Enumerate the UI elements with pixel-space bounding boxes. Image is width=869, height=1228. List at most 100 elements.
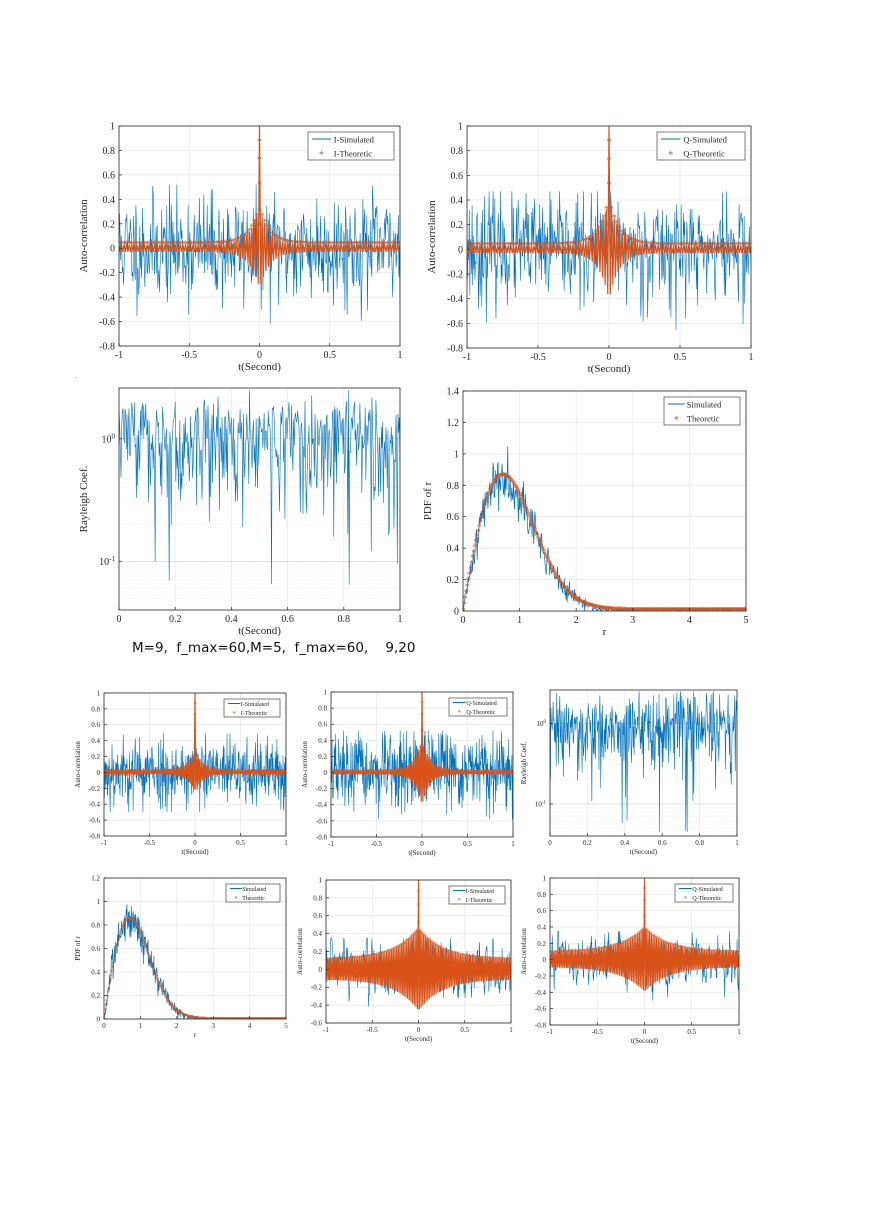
y-tick-label: -0.4 <box>99 293 115 304</box>
theoretic-marker: * <box>197 757 201 765</box>
y-tick-label: 0.4 <box>318 737 327 745</box>
x-tick-label: -1 <box>463 352 471 363</box>
theoretic-marker: * <box>238 768 242 776</box>
theoretic-marker: * <box>439 944 443 952</box>
theoretic-marker: * <box>715 241 720 252</box>
theoretic-marker: * <box>673 606 678 617</box>
chart-p6: ****************************************… <box>301 688 515 857</box>
theoretic-marker: * <box>331 240 336 251</box>
theoretic-marker: * <box>339 768 343 776</box>
theoretic-marker: * <box>493 476 498 487</box>
y-tick-label: 0.8 <box>91 705 100 713</box>
y-tick-label: 0.8 <box>91 921 100 929</box>
theoretic-marker: * <box>278 768 282 776</box>
theoretic-marker: * <box>516 241 521 252</box>
chart-p5: ****************************************… <box>74 689 288 856</box>
y-tick-label: -0.8 <box>316 833 328 841</box>
theoretic-marker: * <box>427 936 431 944</box>
theoretic-marker: * <box>596 946 600 954</box>
theoretic-marker: * <box>532 241 537 252</box>
chart-p9: ****************************************… <box>296 876 513 1043</box>
theoretic-marker: * <box>592 603 597 614</box>
theoretic-marker: * <box>207 1016 211 1024</box>
theoretic-marker: * <box>155 975 159 983</box>
theoretic-marker: * <box>444 947 448 955</box>
theoretic-marker: * <box>124 918 128 926</box>
theoretic-marker: * <box>736 606 741 617</box>
legend-label: Simulated <box>242 887 266 893</box>
theoretic-marker: * <box>193 728 197 736</box>
theoretic-marker: * <box>180 765 184 773</box>
theoretic-marker: * <box>683 606 688 617</box>
theoretic-marker: * <box>278 1016 282 1024</box>
theoretic-marker: * <box>334 768 338 776</box>
x-tick-label: 0 <box>461 615 466 626</box>
y-axis-label: Rayleigh Coef. <box>520 742 528 785</box>
y-tick-label: -0.6 <box>316 817 328 825</box>
theoretic-marker: * <box>196 1015 200 1023</box>
theoretic-marker: * <box>133 919 137 927</box>
theoretic-marker: * <box>344 240 349 251</box>
x-tick-label: 0 <box>417 1026 421 1034</box>
theoretic-marker: * <box>734 606 739 617</box>
theoretic-marker: * <box>445 947 449 955</box>
theoretic-marker: * <box>511 768 515 776</box>
theoretic-marker: * <box>395 944 399 952</box>
theoretic-marker: * <box>204 1016 208 1024</box>
theoretic-marker: * <box>188 240 193 251</box>
theoretic-marker: * <box>188 1014 192 1022</box>
theoretic-marker: * <box>583 600 588 611</box>
theoretic-marker: * <box>560 580 565 591</box>
theoretic-marker: * <box>499 956 503 964</box>
y-tick-label: 1 <box>543 874 547 882</box>
x-tick-label: 0 <box>257 350 262 361</box>
x-tick-label: 3 <box>630 615 635 626</box>
theoretic-marker: * <box>486 955 490 963</box>
theoretic-marker: * <box>225 768 229 776</box>
theoretic-marker: * <box>217 1016 221 1024</box>
theoretic-marker: * <box>265 1016 269 1024</box>
theoretic-marker: * <box>684 606 689 617</box>
x-tick-label: 0 <box>420 840 424 848</box>
theoretic-marker: * <box>627 235 632 246</box>
theoretic-marker: * <box>257 207 262 218</box>
y-tick-label: -0.8 <box>447 344 463 355</box>
theoretic-marker: * <box>686 945 690 953</box>
theoretic-marker: * <box>257 155 262 166</box>
theoretic-marker: * <box>417 877 421 885</box>
theoretic-marker: * <box>645 240 650 251</box>
theoretic-marker: * <box>236 768 240 776</box>
theoretic-marker: * <box>274 1016 278 1024</box>
theoretic-marker: * <box>453 768 457 776</box>
theoretic-marker: * <box>644 606 649 617</box>
theoretic-marker: * <box>165 996 169 1004</box>
theoretic-marker: * <box>693 606 698 617</box>
theoretic-marker: * <box>111 965 115 973</box>
x-tick-label: 1 <box>517 615 522 626</box>
theoretic-marker: * <box>104 768 108 776</box>
theoretic-marker: * <box>643 932 647 940</box>
theoretic-marker: * <box>163 992 167 1000</box>
theoretic-marker: * <box>497 956 501 964</box>
theoretic-marker: * <box>145 768 149 776</box>
y-tick-label: -0.8 <box>99 342 115 353</box>
theoretic-marker: * <box>121 923 125 931</box>
theoretic-marker: * <box>588 947 592 955</box>
theoretic-marker: * <box>443 767 447 775</box>
theoretic-marker: * <box>468 564 473 575</box>
theoretic-marker: * <box>272 1016 276 1024</box>
theoretic-marker: * <box>339 240 344 251</box>
theoretic-marker: * <box>135 922 139 930</box>
theoretic-marker: * <box>417 920 421 928</box>
theoretic-marker: * <box>476 527 481 538</box>
y-tick-label: 0.4 <box>447 544 460 555</box>
theoretic-marker: * <box>680 606 685 617</box>
x-tick-label: 0.5 <box>687 1028 696 1036</box>
y-axis-label: PDF of r <box>74 936 82 961</box>
theoretic-marker: * <box>352 240 357 251</box>
theoretic-marker: * <box>501 768 505 776</box>
theoretic-marker: * <box>736 949 740 957</box>
theoretic-marker: * <box>704 606 709 617</box>
theoretic-marker: * <box>385 949 389 957</box>
theoretic-marker: * <box>483 498 488 509</box>
